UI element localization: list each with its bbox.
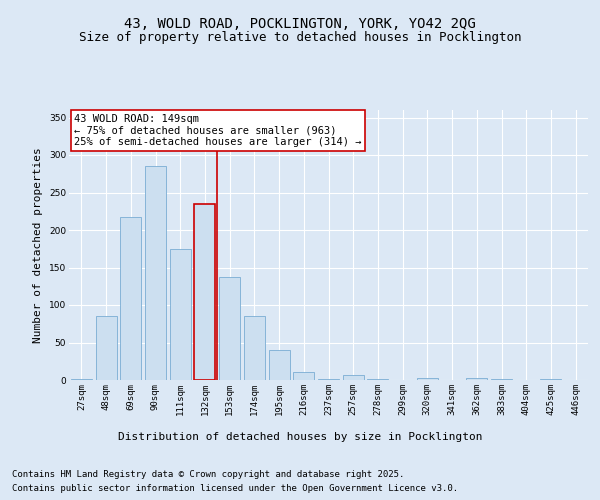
Bar: [219, 276, 240, 380]
Bar: [541, 378, 562, 380]
Text: 43 WOLD ROAD: 149sqm
← 75% of detached houses are smaller (963)
25% of semi-deta: 43 WOLD ROAD: 149sqm ← 75% of detached h…: [74, 114, 362, 147]
Bar: [71, 378, 92, 380]
Text: Size of property relative to detached houses in Pocklington: Size of property relative to detached ho…: [79, 31, 521, 44]
Bar: [170, 248, 191, 380]
Bar: [194, 204, 215, 380]
Text: Contains public sector information licensed under the Open Government Licence v3: Contains public sector information licen…: [12, 484, 458, 493]
Bar: [367, 378, 388, 380]
Text: Distribution of detached houses by size in Pocklington: Distribution of detached houses by size …: [118, 432, 482, 442]
Bar: [120, 216, 141, 380]
Y-axis label: Number of detached properties: Number of detached properties: [34, 147, 43, 343]
Bar: [417, 378, 438, 380]
Bar: [466, 378, 487, 380]
Bar: [293, 372, 314, 380]
Text: 43, WOLD ROAD, POCKLINGTON, YORK, YO42 2QG: 43, WOLD ROAD, POCKLINGTON, YORK, YO42 2…: [124, 18, 476, 32]
Bar: [491, 378, 512, 380]
Bar: [145, 166, 166, 380]
Bar: [318, 378, 339, 380]
Bar: [343, 375, 364, 380]
Bar: [269, 350, 290, 380]
Bar: [244, 316, 265, 380]
Bar: [95, 316, 116, 380]
Text: Contains HM Land Registry data © Crown copyright and database right 2025.: Contains HM Land Registry data © Crown c…: [12, 470, 404, 479]
